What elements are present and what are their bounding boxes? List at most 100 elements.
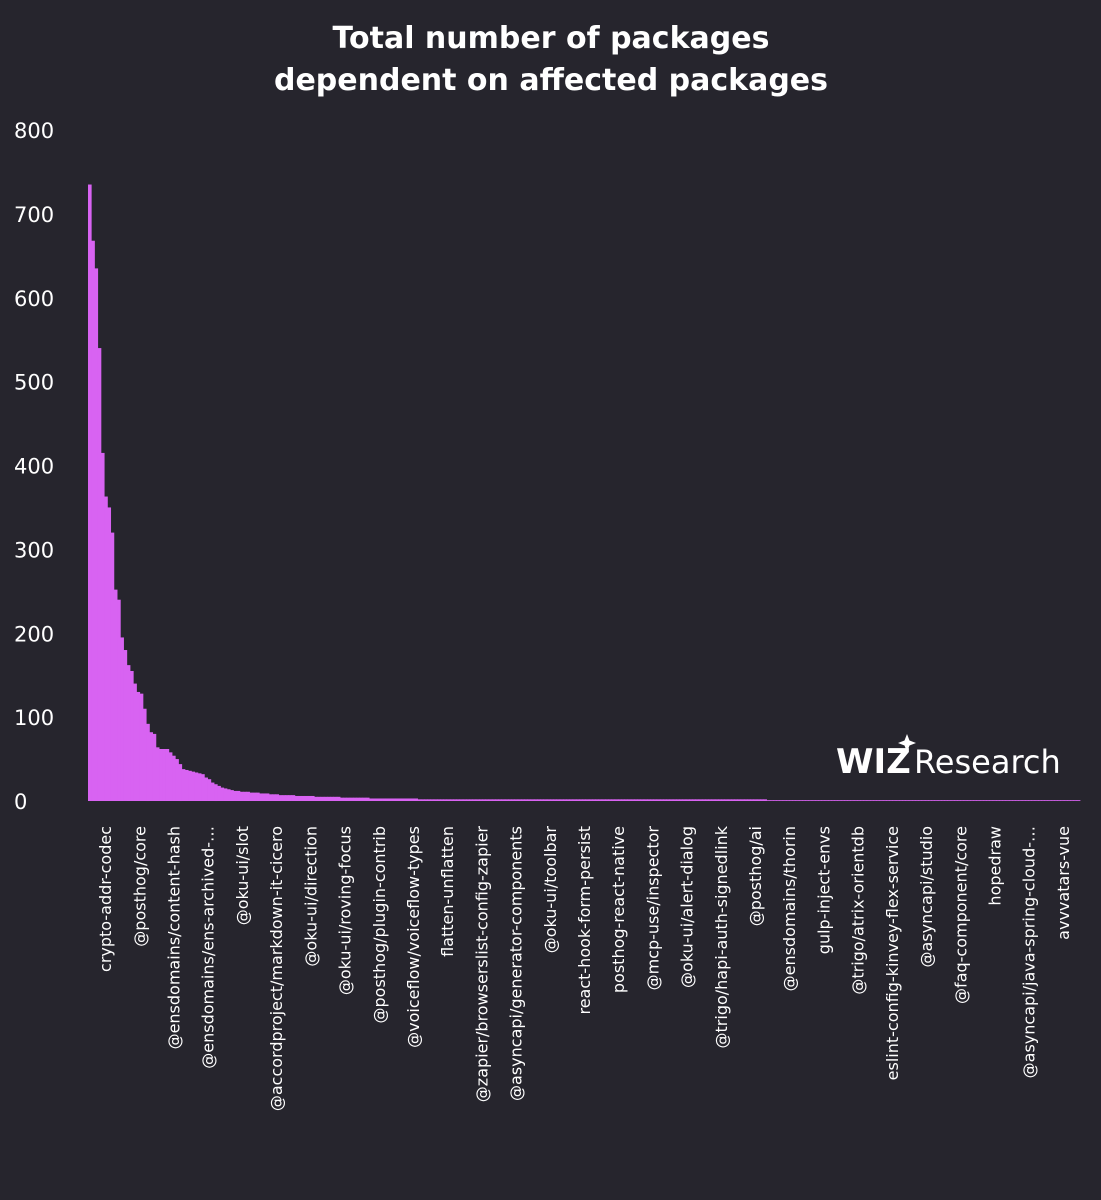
- bar: [268, 794, 273, 801]
- y-tick-label: 700: [14, 203, 54, 227]
- bar: [456, 799, 460, 801]
- x-tick-label: react-hook-form-persist: [575, 826, 594, 1015]
- bar: [511, 799, 515, 801]
- bar: [837, 800, 842, 801]
- x-tick-label: @ensdomains/thorin: [780, 826, 799, 991]
- bar: [995, 800, 1000, 801]
- bar: [433, 799, 438, 801]
- bar: [249, 792, 254, 801]
- x-tick-label: eslint-config-kinvey-flex-service: [883, 826, 902, 1080]
- bar: [301, 795, 305, 801]
- bar: [911, 800, 916, 801]
- bar: [104, 496, 108, 801]
- bar: [869, 800, 874, 801]
- bar: [404, 798, 409, 801]
- bar: [821, 800, 826, 801]
- bar: [947, 800, 952, 801]
- y-tick-label: 400: [14, 455, 54, 479]
- bar: [679, 799, 683, 801]
- x-tick-label: @asyncapi/studio: [917, 826, 936, 967]
- bar: [310, 795, 315, 801]
- bar: [556, 799, 561, 801]
- bar: [840, 800, 845, 801]
- bar: [336, 796, 341, 801]
- bar: [743, 799, 748, 801]
- bar: [314, 796, 318, 801]
- bar: [682, 799, 687, 801]
- bar: [766, 800, 771, 801]
- bar: [100, 452, 105, 801]
- logo-light-text: Research: [914, 743, 1061, 781]
- bar: [876, 800, 881, 801]
- bar: [866, 800, 871, 801]
- bar: [685, 799, 690, 801]
- bar: [721, 799, 725, 801]
- bar: [256, 792, 260, 801]
- bar: [333, 796, 338, 801]
- bar: [281, 795, 286, 801]
- bar: [537, 799, 541, 801]
- bar: [792, 800, 797, 801]
- bar: [343, 797, 347, 801]
- bar: [126, 665, 131, 801]
- bar: [1025, 800, 1029, 801]
- bar: [1076, 800, 1081, 801]
- bar: [265, 793, 270, 801]
- bar: [643, 799, 648, 801]
- bar: [960, 800, 965, 801]
- bar: [624, 799, 629, 801]
- bar: [779, 800, 784, 801]
- bar: [226, 789, 231, 801]
- bar: [850, 800, 855, 801]
- bar: [488, 799, 493, 801]
- x-tick-label: @oku-ui/toolbar: [541, 826, 560, 954]
- bar: [1054, 800, 1058, 801]
- bar: [563, 799, 567, 801]
- bar: [194, 772, 199, 801]
- bar: [514, 799, 519, 801]
- bar: [417, 799, 422, 801]
- bar: [815, 800, 819, 801]
- bar: [278, 795, 283, 801]
- bar: [152, 733, 157, 801]
- bar: [831, 800, 835, 801]
- bar: [944, 800, 948, 801]
- x-tick-label: @trigo/hapi-auth-signedlink: [712, 825, 731, 1048]
- bar: [889, 800, 893, 801]
- bar: [630, 799, 635, 801]
- bar: [1057, 800, 1062, 801]
- x-tick-label: @oku-ui/roving-focus: [336, 826, 355, 995]
- bar: [220, 787, 225, 801]
- bar: [908, 800, 913, 801]
- bar: [663, 799, 667, 801]
- bar: [149, 732, 154, 801]
- bar: [937, 800, 942, 801]
- bar: [763, 799, 767, 801]
- bar: [378, 798, 383, 801]
- bar: [695, 799, 700, 801]
- bar: [504, 799, 509, 801]
- bar: [672, 799, 677, 801]
- bar: [588, 799, 593, 801]
- bar: [155, 747, 160, 801]
- bar: [647, 799, 651, 801]
- bar: [230, 790, 234, 801]
- bar: [210, 782, 215, 801]
- bar: [886, 800, 890, 801]
- bar: [734, 799, 738, 801]
- bar: [592, 799, 596, 801]
- bar: [162, 749, 166, 801]
- bar: [508, 799, 512, 801]
- bar: [459, 799, 464, 801]
- bar: [191, 771, 196, 801]
- x-tick-label: avvvatars-vue: [1054, 826, 1073, 940]
- bar: [776, 800, 780, 801]
- bar: [1070, 800, 1074, 801]
- bar: [760, 799, 764, 801]
- x-tick-label: crypto-addr-codec: [96, 826, 115, 972]
- bar: [979, 800, 984, 801]
- bar: [436, 799, 441, 801]
- bar: [705, 799, 709, 801]
- bar: [420, 799, 425, 801]
- bar: [485, 799, 490, 801]
